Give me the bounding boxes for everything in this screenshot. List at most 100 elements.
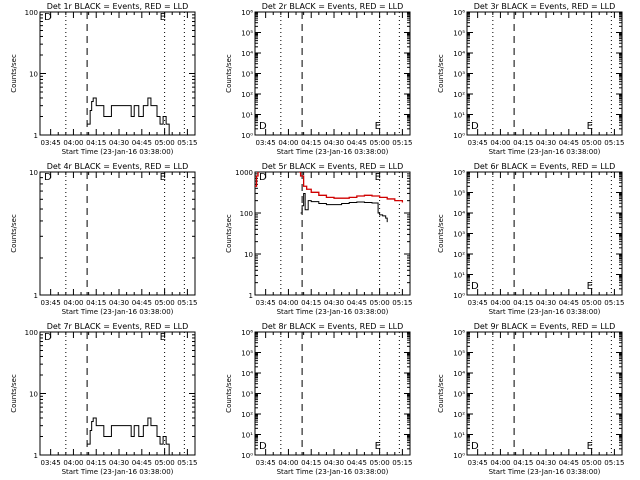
lld-series-line [299,172,404,203]
x-tick-label: 05:15 [604,139,624,147]
x-tick-label: 03:45 [468,139,488,147]
panel-title: Det 2r BLACK = Events, RED = LLD [262,2,404,11]
y-tick-label: 10³ [453,71,465,79]
y-tick-label: 10³ [453,231,465,239]
y-tick-label: 1 [34,292,38,300]
x-tick-label: 04:00 [63,299,83,307]
plot-frame [466,11,623,136]
plot-frame [466,331,623,456]
x-tick-label: 03:45 [468,299,488,307]
y-tick-label: 100 [240,210,253,218]
y-tick-label: 10² [453,251,465,259]
events-series-line [87,97,170,135]
panel-1: Det 1r BLACK = Events, RED = LLD 1 10 100 03… [10,2,197,156]
y-tick-label: 10⁴ [453,370,465,378]
x-tick-label: 04:00 [490,299,510,307]
y-tick-label: 10¹ [241,432,253,440]
panel-5: Det 5r BLACK = Events, RED = LLD 1 10 100 10… [225,162,412,316]
x-tick-label: 04:00 [63,139,83,147]
x-tick-label: 04:00 [278,299,298,307]
panel-title: Det 9r BLACK = Events, RED = LLD [474,322,616,331]
y-tick-label: 10¹ [453,272,465,280]
y-tick-label: 1 [34,132,38,140]
x-tick-label: 04:00 [278,459,298,467]
marker-d: D [259,121,267,132]
marker-e: E [160,332,166,343]
x-tick-label: 05:00 [582,299,602,307]
x-tick-label: 04:30 [324,299,344,307]
x-tick-label: 04:00 [490,139,510,147]
panel-3: Det 3r BLACK = Events, RED = LLD 10⁰ 10¹ 10… [437,2,624,156]
y-tick-label: 100 [25,329,38,337]
marker-d: D [471,441,479,452]
marker-e: E [160,12,166,23]
marker-e: E [587,121,593,132]
marker-d: D [44,172,52,183]
x-tick-label: 04:15 [86,139,106,147]
y-tick-label: 10⁵ [241,350,253,358]
x-tick-label: 04:45 [559,139,579,147]
x-tick-label: 04:00 [63,459,83,467]
panel-6: Det 6r BLACK = Events, RED = LLD 10⁰ 10¹ 10… [437,162,624,316]
x-tick-label: 04:15 [86,299,106,307]
y-axis-label: Counts/sec [437,54,445,93]
y-tick-label: 10⁶ [453,169,465,177]
y-tick-label: 10⁴ [453,50,465,58]
x-tick-label: 05:15 [177,299,197,307]
y-tick-label: 10² [241,411,253,419]
panel-title: Det 5r BLACK = Events, RED = LLD [262,162,404,171]
x-tick-label: 04:00 [490,459,510,467]
panel-2: Det 2r BLACK = Events, RED = LLD 10⁰ 10¹ 10… [225,2,412,156]
x-tick-label: 04:30 [109,139,129,147]
plot-frame [254,331,411,456]
plot-frame [39,171,196,296]
lld-series-line [255,172,259,187]
y-tick-label: 10² [453,411,465,419]
y-tick-label: 10⁰ [241,132,253,140]
x-tick-label: 04:45 [132,299,152,307]
y-tick-label: 10² [453,91,465,99]
x-tick-label: 04:45 [347,459,367,467]
panel-9: Det 9r BLACK = Events, RED = LLD 10⁰ 10¹ 10… [437,322,624,476]
x-tick-label: 05:15 [177,459,197,467]
x-tick-label: 04:30 [324,139,344,147]
x-tick-label: 05:15 [392,459,412,467]
y-tick-label: 10⁵ [453,350,465,358]
y-tick-label: 10³ [453,391,465,399]
x-axis-label: Start Time (23-Jan-16 03:38:00) [277,308,389,316]
y-tick-label: 10⁵ [241,30,253,38]
x-tick-label: 05:00 [582,459,602,467]
y-tick-label: 10¹ [241,112,253,120]
y-tick-label: 10⁰ [453,452,465,460]
y-tick-label: 10⁶ [453,329,465,337]
panel-title: Det 7r BLACK = Events, RED = LLD [47,322,189,331]
x-tick-label: 04:45 [559,299,579,307]
x-axis-label: Start Time (23-Jan-16 03:38:00) [62,148,174,156]
y-tick-label: 1000 [235,169,253,177]
y-tick-label: 10³ [241,71,253,79]
y-tick-label: 10³ [241,391,253,399]
marker-e: E [160,172,166,183]
plot-frame [39,331,196,456]
x-axis-label: Start Time (23-Jan-16 03:38:00) [489,148,601,156]
marker-d: D [44,12,52,23]
series-group [87,417,170,455]
y-tick-label: 10² [241,91,253,99]
y-tick-label: 100 [25,9,38,17]
x-tick-label: 05:00 [370,459,390,467]
y-axis-label: Counts/sec [437,374,445,413]
marker-e: E [587,441,593,452]
marker-d: D [471,281,479,292]
marker-e: E [587,281,593,292]
y-tick-label: 10⁵ [453,190,465,198]
panel-title: Det 6r BLACK = Events, RED = LLD [474,162,616,171]
y-tick-label: 1 [34,452,38,460]
x-axis-label: Start Time (23-Jan-16 03:38:00) [277,468,389,476]
marker-d: D [471,121,479,132]
y-tick-label: 10⁰ [241,452,253,460]
x-tick-label: 05:00 [370,139,390,147]
y-tick-label: 10⁶ [241,9,253,17]
marker-e: E [375,172,381,183]
events-series-line [300,192,388,223]
